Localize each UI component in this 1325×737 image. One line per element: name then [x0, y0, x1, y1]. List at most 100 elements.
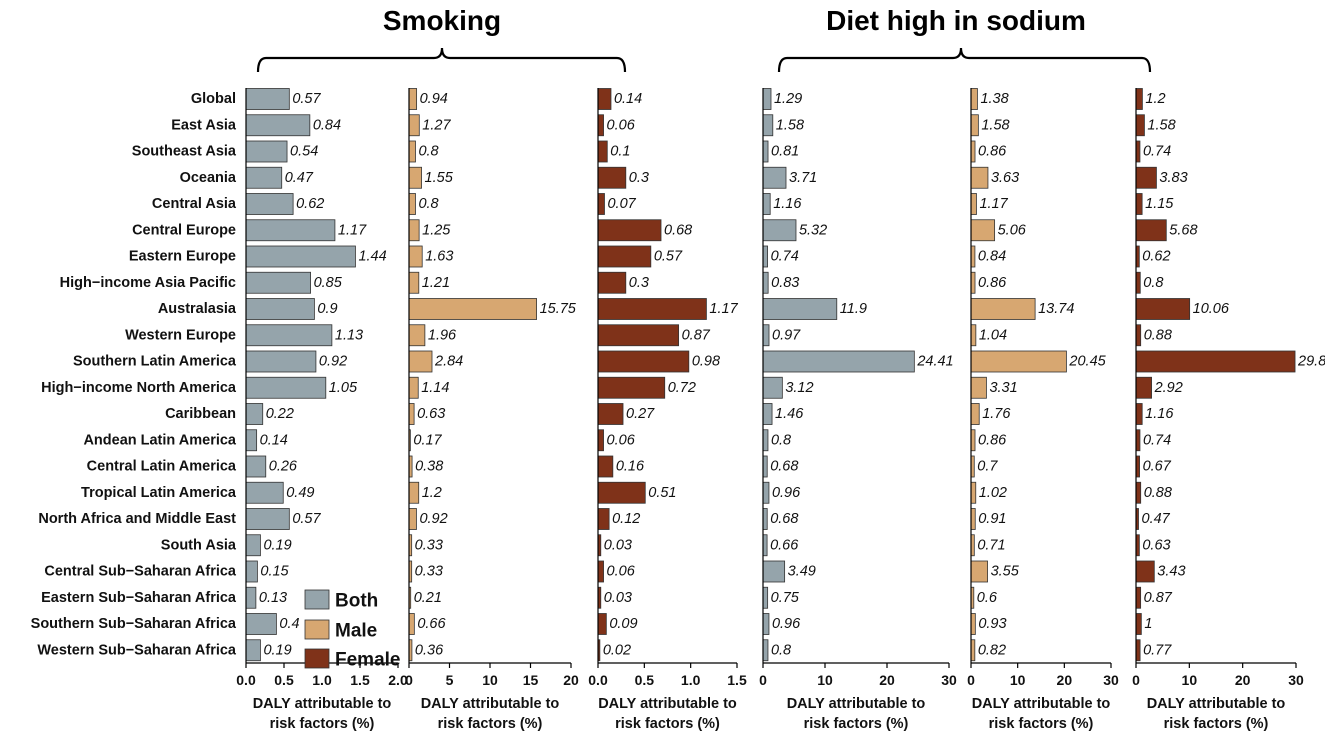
bar-diet-high-in-sodium-female-southern-latin-america	[1135, 350, 1296, 373]
value-label-diet-high-in-sodium-both-central-latin-america: 0.68	[770, 459, 798, 475]
x-tick-label-diet-high-in-sodium-female-1: 10	[1182, 672, 1198, 688]
value-label-diet-high-in-sodium-female-andean-latin-america: 0.74	[1143, 432, 1171, 448]
bar-smoking-both-western-europe	[245, 324, 333, 347]
value-label-smoking-male-south-asia: 0.33	[415, 537, 443, 553]
value-label-smoking-female-southern-sub-saharan-africa: 0.09	[609, 616, 637, 632]
value-label-smoking-male-southeast-asia: 0.8	[418, 144, 438, 160]
value-label-smoking-female-high-income-north-america: 0.72	[668, 380, 696, 396]
value-label-smoking-male-southern-latin-america: 2.84	[434, 354, 463, 370]
bar-smoking-female-high-income-asia-pacific	[597, 271, 627, 294]
brace-diet-high-in-sodium	[777, 47, 1152, 73]
value-label-smoking-female-australasia: 1.17	[709, 301, 738, 317]
value-label-smoking-female-tropical-latin-america: 0.51	[648, 485, 676, 501]
value-label-smoking-male-high-income-north-america: 1.14	[421, 380, 449, 396]
bar-diet-high-in-sodium-female-central-europe	[1135, 219, 1167, 242]
category-label-southern-sub-saharan-africa: Southern Sub−Saharan Africa	[31, 616, 237, 632]
bar-smoking-female-southern-latin-america	[597, 350, 690, 373]
value-label-smoking-both-north-africa-and-middle-east: 0.57	[292, 511, 321, 527]
category-label-central-asia: Central Asia	[152, 196, 237, 212]
category-label-andean-latin-america: Andean Latin America	[83, 432, 236, 448]
value-label-smoking-male-southern-sub-saharan-africa: 0.66	[417, 616, 446, 632]
bar-smoking-both-eastern-sub-saharan-africa	[245, 586, 257, 609]
category-label-oceania: Oceania	[180, 170, 237, 186]
bar-diet-high-in-sodium-female-high-income-north-america	[1135, 376, 1152, 399]
value-label-diet-high-in-sodium-both-central-asia: 1.16	[773, 196, 802, 212]
bar-diet-high-in-sodium-both-global	[762, 88, 772, 110]
x-tick-label-smoking-male-1: 5	[446, 672, 454, 688]
bar-smoking-female-global	[597, 88, 612, 110]
value-label-smoking-both-eastern-europe: 1.44	[358, 249, 386, 265]
value-label-smoking-both-southeast-asia: 0.54	[290, 144, 318, 160]
x-axis-title-line1-diet-high-in-sodium-both: DALY attributable to	[787, 696, 926, 712]
x-tick-label-diet-high-in-sodium-both-3: 30	[941, 672, 957, 688]
legend-swatch-female	[304, 648, 330, 669]
value-label-smoking-both-central-asia: 0.62	[296, 196, 324, 212]
bar-diet-high-in-sodium-male-tropical-latin-america	[970, 481, 977, 504]
bar-smoking-female-east-asia	[597, 114, 604, 137]
value-label-smoking-male-high-income-asia-pacific: 1.21	[422, 275, 450, 291]
value-label-diet-high-in-sodium-female-central-asia: 1.15	[1145, 196, 1174, 212]
group-title-smoking: Smoking	[383, 5, 501, 36]
value-label-smoking-both-western-europe: 1.13	[335, 327, 363, 343]
bar-smoking-female-central-europe	[597, 219, 662, 242]
value-label-diet-high-in-sodium-female-high-income-north-america: 2.92	[1154, 380, 1183, 396]
x-tick-label-diet-high-in-sodium-male-1: 10	[1010, 672, 1026, 688]
value-label-diet-high-in-sodium-male-global: 1.38	[980, 91, 1008, 107]
value-label-smoking-both-central-europe: 1.17	[338, 222, 367, 238]
value-label-smoking-male-north-africa-and-middle-east: 0.92	[419, 511, 447, 527]
bar-diet-high-in-sodium-male-central-sub-saharan-africa	[970, 560, 988, 583]
bar-smoking-male-global	[408, 88, 418, 110]
category-label-central-europe: Central Europe	[132, 222, 236, 238]
value-label-diet-high-in-sodium-female-south-asia: 0.63	[1142, 537, 1170, 553]
value-label-smoking-male-central-asia: 0.8	[418, 196, 438, 212]
bar-diet-high-in-sodium-male-central-asia	[970, 193, 977, 215]
bar-diet-high-in-sodium-both-caribbean	[762, 403, 773, 425]
category-label-western-europe: Western Europe	[125, 327, 236, 343]
bar-diet-high-in-sodium-both-australasia	[762, 298, 838, 320]
value-label-diet-high-in-sodium-both-central-sub-saharan-africa: 3.49	[788, 564, 816, 580]
value-label-smoking-both-southern-latin-america: 0.92	[319, 354, 347, 370]
value-label-diet-high-in-sodium-female-southern-sub-saharan-africa: 1	[1144, 616, 1152, 632]
bar-diet-high-in-sodium-female-southern-sub-saharan-africa	[1135, 613, 1142, 635]
x-axis-title-line2-diet-high-in-sodium-female: risk factors (%)	[1164, 716, 1269, 732]
value-label-diet-high-in-sodium-female-australasia: 10.06	[1193, 301, 1230, 317]
value-label-diet-high-in-sodium-female-central-sub-saharan-africa: 3.43	[1157, 564, 1185, 580]
x-axis-title-line2-diet-high-in-sodium-male: risk factors (%)	[989, 716, 1094, 732]
value-label-smoking-male-caribbean: 0.63	[417, 406, 445, 422]
value-label-smoking-both-australasia: 0.9	[317, 301, 337, 317]
bar-diet-high-in-sodium-both-south-asia	[762, 534, 768, 557]
value-label-diet-high-in-sodium-both-australasia: 11.9	[840, 301, 867, 317]
x-tick-label-smoking-male-4: 20	[563, 672, 579, 688]
category-label-central-sub-saharan-africa: Central Sub−Saharan Africa	[44, 564, 237, 580]
panel-smoking-both: 0.57 0.84 0.54 0.47 0.62 1.17 1.44 0.85 0.9 1.13 0…	[236, 88, 408, 732]
value-label-diet-high-in-sodium-both-southern-latin-america: 24.41	[916, 354, 953, 370]
value-label-diet-high-in-sodium-both-north-africa-and-middle-east: 0.68	[770, 511, 798, 527]
bar-diet-high-in-sodium-both-central-latin-america	[762, 455, 768, 478]
x-axis-title-line1-smoking-male: DALY attributable to	[421, 696, 560, 712]
value-label-diet-high-in-sodium-both-tropical-latin-america: 0.96	[772, 485, 801, 501]
panel-smoking-female: 0.14 0.06 0.1 0.3 0.07 0.68 0.57 0.3 1.17 0.87 0.9…	[588, 88, 747, 732]
value-label-smoking-both-caribbean: 0.22	[266, 406, 294, 422]
bar-diet-high-in-sodium-female-western-europe	[1135, 324, 1142, 347]
value-label-diet-high-in-sodium-female-central-latin-america: 0.67	[1143, 459, 1172, 475]
bar-diet-high-in-sodium-both-eastern-europe	[762, 245, 768, 268]
bar-diet-high-in-sodium-both-east-asia	[762, 114, 774, 137]
value-label-smoking-female-eastern-europe: 0.57	[654, 249, 683, 265]
value-label-diet-high-in-sodium-female-east-asia: 1.58	[1147, 117, 1175, 133]
bar-diet-high-in-sodium-male-australasia	[970, 298, 1036, 320]
bar-smoking-both-high-income-asia-pacific	[245, 271, 311, 294]
group-braces	[256, 47, 1152, 73]
value-label-smoking-both-global: 0.57	[292, 91, 321, 107]
bar-diet-high-in-sodium-female-central-asia	[1135, 193, 1143, 215]
x-tick-label-smoking-male-3: 15	[523, 672, 539, 688]
bar-diet-high-in-sodium-male-southeast-asia	[970, 140, 976, 163]
x-tick-label-diet-high-in-sodium-male-2: 20	[1057, 672, 1073, 688]
bar-diet-high-in-sodium-both-central-europe	[762, 219, 797, 242]
bar-smoking-both-central-asia	[245, 193, 294, 215]
x-tick-label-diet-high-in-sodium-both-1: 10	[817, 672, 833, 688]
bar-diet-high-in-sodium-male-high-income-north-america	[970, 376, 987, 399]
value-label-diet-high-in-sodium-female-western-europe: 0.88	[1144, 327, 1172, 343]
chart-panels: 0.570.840.540.470.621.171.440.850.91.130…	[236, 88, 1325, 732]
value-label-smoking-female-eastern-sub-saharan-africa: 0.03	[604, 590, 632, 606]
